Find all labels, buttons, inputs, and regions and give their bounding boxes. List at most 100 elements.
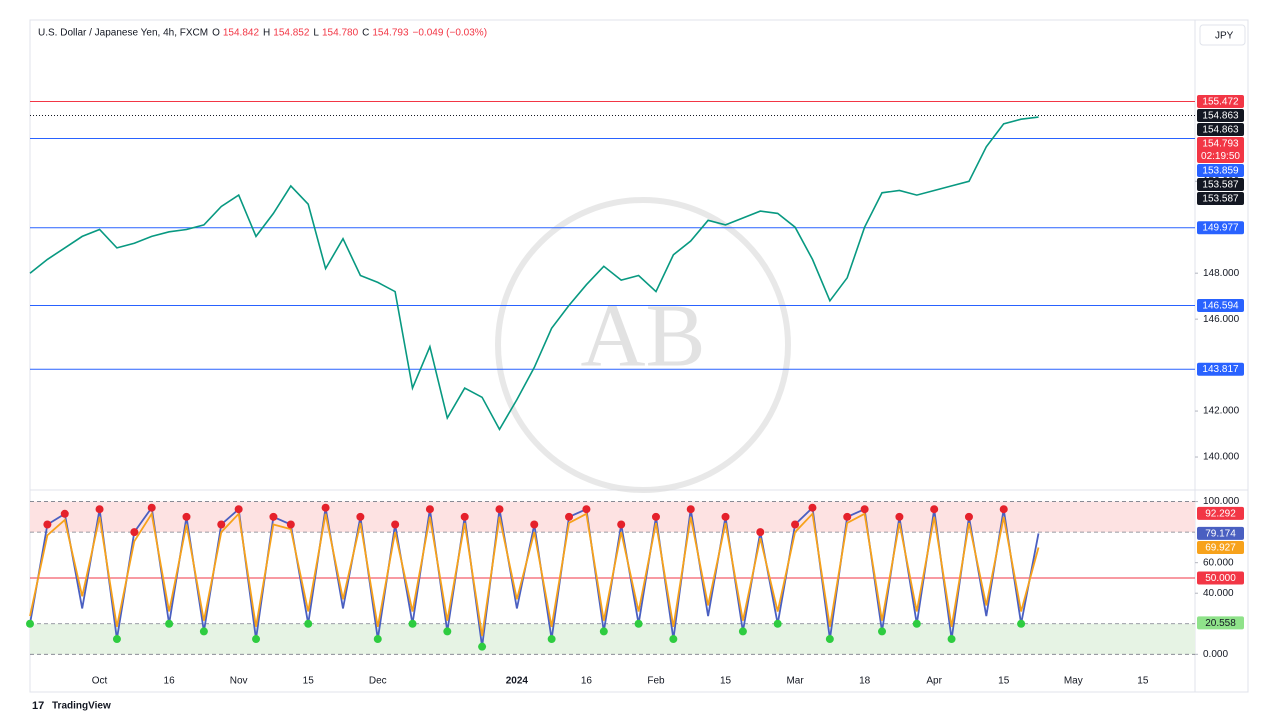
- band: [30, 501, 1195, 533]
- price-badge-label: 154.863: [1202, 110, 1239, 121]
- price-badge: [1197, 94, 1244, 108]
- pivot-low: [669, 635, 678, 644]
- pivot-low: [773, 619, 782, 628]
- pivot-low: [738, 627, 747, 636]
- price-badge: [1197, 541, 1244, 555]
- pivot-high: [895, 512, 904, 521]
- y-tick-label: 148.000: [1203, 268, 1240, 279]
- price-badge-label: 154.793: [1202, 138, 1239, 149]
- y-tick-label: 0.000: [1203, 649, 1228, 660]
- price-badge-label: 69.927: [1205, 542, 1236, 553]
- x-tick-label: Dec: [369, 676, 387, 687]
- x-tick-label: Nov: [230, 676, 248, 687]
- pivot-low: [408, 619, 417, 628]
- price-badge-label: 153.859: [1202, 165, 1239, 176]
- price-badge: [1197, 163, 1244, 177]
- watermark-text: AB: [580, 287, 705, 386]
- price-badge: [1197, 506, 1244, 520]
- pivot-low: [634, 619, 643, 628]
- header-text: 154.780: [322, 28, 359, 39]
- pivot-high: [930, 505, 939, 514]
- pivot-high: [234, 505, 243, 514]
- pivot-high: [651, 512, 660, 521]
- countdown: 02:19:50: [1201, 151, 1240, 162]
- price-badge-label: 146.594: [1202, 300, 1239, 311]
- price-badge: [1197, 122, 1244, 136]
- pivot-low: [912, 619, 921, 628]
- pivot-high: [286, 520, 295, 529]
- pivot-high: [43, 520, 52, 529]
- price-badge-label: 153.587: [1202, 179, 1239, 190]
- pivot-high: [999, 505, 1008, 514]
- pivot-high: [582, 505, 591, 514]
- price-badge-label: 143.817: [1202, 364, 1239, 375]
- pivot-high: [808, 503, 817, 512]
- header-text: 154.793: [372, 28, 409, 39]
- pivot-high: [860, 505, 869, 514]
- brand-logo: 17: [32, 700, 44, 712]
- pivot-high: [269, 512, 278, 521]
- pivot-low: [599, 627, 608, 636]
- pivot-high: [756, 528, 765, 537]
- currency: JPY: [1215, 31, 1234, 42]
- x-tick-label: 15: [720, 676, 732, 687]
- pivot-high: [217, 520, 226, 529]
- price-badge-label: 153.587: [1202, 193, 1239, 204]
- pivot-high: [391, 520, 400, 529]
- y-tick-label: 60.000: [1203, 557, 1234, 568]
- header-text: 154.842: [223, 28, 260, 39]
- pivot-low: [199, 627, 208, 636]
- header-text: 154.852: [273, 28, 310, 39]
- x-tick-label: 18: [859, 676, 871, 687]
- x-tick-label: Apr: [926, 676, 942, 687]
- x-tick-label: 2024: [506, 676, 529, 687]
- pivot-high: [95, 505, 104, 514]
- header-text: C: [362, 28, 369, 39]
- pivot-low: [947, 635, 956, 644]
- pivot-high: [495, 505, 504, 514]
- pivot-high: [964, 512, 973, 521]
- pivot-high: [565, 512, 574, 521]
- pivot-high: [60, 509, 69, 518]
- price-badge: [1197, 191, 1244, 205]
- pivot-low: [373, 635, 382, 644]
- pivot-high: [460, 512, 469, 521]
- x-tick-label: 15: [998, 676, 1010, 687]
- y-tick-label: 100.000: [1203, 496, 1240, 507]
- x-tick-label: 16: [581, 676, 593, 687]
- header-text: L: [313, 28, 319, 39]
- pivot-high: [425, 505, 434, 514]
- series-line: [29, 116, 1039, 432]
- pivot-high: [791, 520, 800, 529]
- price-badge: [1197, 136, 1244, 163]
- price-badge-label: 149.977: [1202, 223, 1239, 234]
- price-badge: [1197, 298, 1244, 312]
- pivot-low: [252, 635, 261, 644]
- series-line: [29, 511, 1040, 637]
- pivot-low: [443, 627, 452, 636]
- x-tick-label: 15: [1137, 676, 1149, 687]
- pivot-low: [26, 619, 34, 628]
- x-tick-label: 15: [303, 676, 315, 687]
- pivot-low: [825, 635, 834, 644]
- y-tick-label: 40.000: [1203, 588, 1234, 599]
- price-badge: [1197, 526, 1244, 540]
- x-tick-label: 16: [164, 676, 176, 687]
- pivot-low: [878, 627, 887, 636]
- frame: [29, 19, 1249, 693]
- price-badge: [1197, 108, 1244, 122]
- y-tick-label: 146.000: [1203, 314, 1240, 325]
- pivot-low: [112, 635, 121, 644]
- header-text: H: [263, 28, 270, 39]
- watermark: [495, 197, 791, 493]
- y-tick-label: 142.000: [1203, 406, 1240, 417]
- pivot-high: [147, 503, 156, 512]
- x-tick-label: Oct: [92, 676, 108, 687]
- pivot-high: [130, 528, 139, 537]
- price-badge: [1197, 177, 1244, 191]
- pivot-low: [547, 635, 556, 644]
- currency-box[interactable]: [1199, 24, 1246, 46]
- price-badge-label: 50.000: [1205, 573, 1236, 584]
- x-tick-label: May: [1064, 676, 1083, 687]
